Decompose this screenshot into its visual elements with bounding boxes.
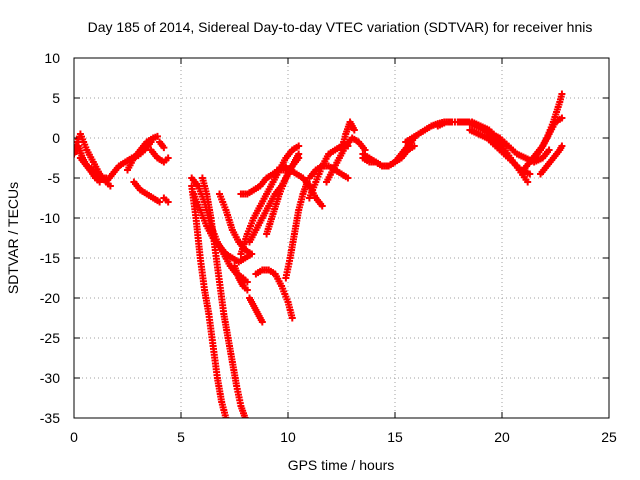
- data-point: [526, 170, 534, 178]
- data-point: [74, 150, 78, 158]
- series-arc-mid-13: [282, 178, 311, 282]
- data-point: [524, 178, 532, 186]
- data-point: [243, 278, 251, 286]
- series-arc-mid-6: [231, 262, 251, 294]
- y-tick-label: 10: [44, 50, 60, 66]
- data-point: [106, 182, 114, 190]
- series-arc-mid-18: [338, 118, 358, 154]
- y-tick-label: 5: [52, 90, 60, 106]
- series-arc-late-2: [359, 142, 418, 170]
- data-point: [344, 174, 352, 182]
- y-tick-label: -25: [40, 330, 60, 346]
- data-points: [74, 90, 566, 418]
- series-arc-mid-7: [245, 294, 266, 326]
- y-tick-label: 0: [52, 130, 60, 146]
- y-tick-label: -30: [40, 370, 60, 386]
- y-axis-label: SDTVAR / TECUs: [5, 182, 21, 294]
- data-point: [222, 414, 230, 418]
- data-point: [318, 202, 326, 210]
- x-tick-label: 0: [70, 429, 78, 445]
- grid: [74, 58, 609, 418]
- data-point: [545, 146, 553, 154]
- series-arc-mid-14: [273, 162, 326, 210]
- data-point: [74, 146, 78, 154]
- plot-frame: [73, 57, 610, 419]
- x-tick-label: 20: [494, 429, 510, 445]
- x-tick-label: 25: [601, 429, 617, 445]
- data-point: [241, 414, 249, 418]
- data-point: [295, 154, 303, 162]
- axis-ticks: 0 5 10 15 20 25 -35 -30 -25 -20 -15 -10 -5 0 5 10: [40, 50, 617, 445]
- y-tick-label: -15: [40, 250, 60, 266]
- x-tick-label: 5: [177, 429, 185, 445]
- series-arc-mid-16: [305, 162, 352, 182]
- series-arc-mid-17: [323, 134, 369, 186]
- series-arc-early-5: [124, 132, 161, 174]
- data-point: [153, 132, 161, 140]
- data-point: [558, 90, 566, 98]
- x-tick-label: 15: [387, 429, 403, 445]
- data-point: [350, 126, 358, 134]
- series-arc-late-10: [537, 142, 566, 178]
- series-arc-early-7: [147, 146, 172, 166]
- data-point: [295, 142, 303, 150]
- series-arc-early-9: [156, 138, 168, 152]
- data-point: [160, 144, 168, 152]
- data-point: [248, 250, 256, 258]
- data-point: [258, 318, 266, 326]
- x-axis-label: GPS time / hours: [288, 457, 395, 473]
- data-point: [410, 142, 418, 150]
- data-point: [243, 286, 251, 294]
- series-arc-mid-8: [252, 266, 296, 322]
- data-point: [288, 314, 296, 322]
- data-point: [558, 142, 566, 150]
- series-arc-mid-2: [188, 182, 230, 418]
- series-arc-late-9: [530, 90, 566, 162]
- series-arc-early-8: [160, 194, 172, 206]
- y-tick-label: -20: [40, 290, 60, 306]
- data-point: [558, 114, 566, 122]
- y-tick-label: -10: [40, 210, 60, 226]
- y-tick-label: -5: [48, 170, 61, 186]
- series-arc-early-6: [130, 178, 164, 206]
- data-point: [164, 154, 172, 162]
- data-point: [156, 198, 164, 206]
- y-tick-label: -35: [40, 410, 60, 426]
- x-tick-label: 10: [280, 429, 296, 445]
- chart-title: Day 185 of 2014, Sidereal Day-to-day VTE…: [88, 19, 593, 35]
- data-point: [164, 198, 172, 206]
- series-arc-mid-9: [237, 142, 303, 258]
